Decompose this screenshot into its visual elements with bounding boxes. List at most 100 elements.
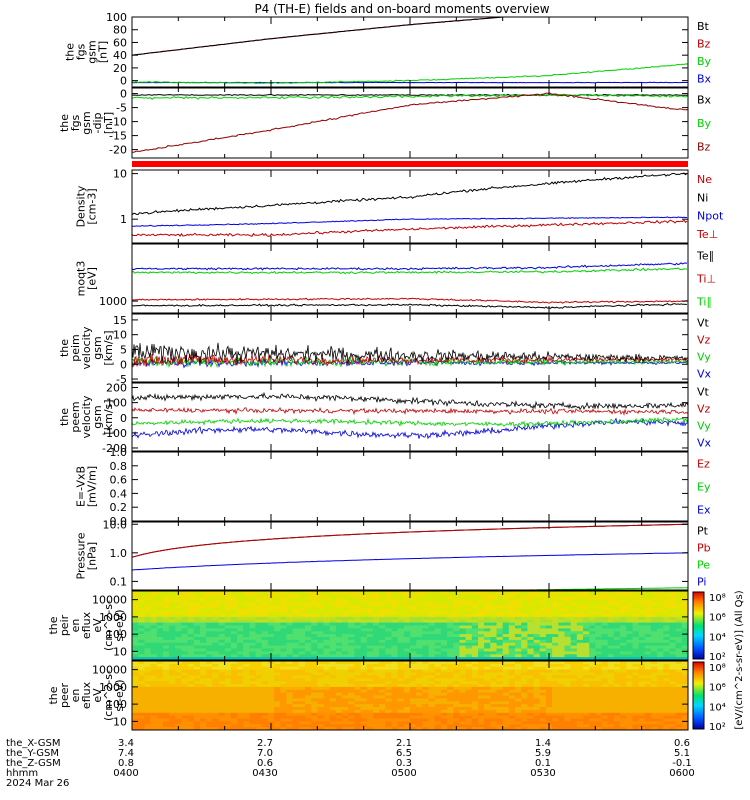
spectrogram-cell (527, 611, 535, 615)
spectrogram-cell (422, 669, 430, 674)
spectrogram-cell (292, 684, 300, 688)
spectrogram-cell (348, 684, 355, 688)
xaxis-value: 5.9 (535, 748, 551, 759)
ytick-label: 10 (113, 329, 127, 342)
spectrogram-cell (607, 689, 615, 694)
ylabel-line: fgs (69, 114, 82, 131)
spectrogram-cell (162, 666, 170, 671)
spectrogram-cell (274, 596, 281, 601)
spectrogram-cell (663, 704, 671, 708)
spectrogram-cell (274, 704, 281, 708)
spectrogram-cell (175, 704, 182, 708)
spectrogram-cell (459, 602, 467, 606)
spectrogram-cell (478, 645, 485, 650)
spectrogram-cell (428, 669, 436, 674)
spectrogram-cell (261, 718, 269, 722)
spectrogram-cell (484, 701, 491, 705)
spectrogram-cell (521, 614, 528, 618)
spectrogram-cell (471, 709, 479, 714)
spectrogram-cell (311, 654, 318, 658)
spectrogram-cell (280, 709, 288, 714)
spectrogram-cell (144, 709, 152, 714)
spectrogram-cell (372, 602, 380, 606)
spectrogram-cell (545, 698, 553, 702)
spectrogram-cell (298, 715, 306, 720)
spectrogram-cell (267, 602, 275, 606)
spectrogram-cell (422, 724, 430, 728)
spectrogram-cell (218, 631, 226, 635)
spectrogram-cell (484, 654, 491, 658)
spectrogram-cell (552, 591, 559, 595)
spectrogram-cell (150, 666, 158, 671)
spectrogram-cell (286, 701, 294, 705)
spectrogram-cell (650, 599, 658, 604)
spectrogram-cell (552, 692, 559, 697)
spectrogram-cell (539, 631, 547, 635)
spectrogram-cell (508, 721, 516, 725)
spectrogram-cell (132, 698, 139, 702)
spectrogram-cell (280, 672, 288, 676)
spectrogram-cell (583, 599, 590, 604)
spectrogram-cell (138, 642, 145, 647)
spectrogram-cell (212, 591, 220, 595)
spectrogram-cell (539, 599, 547, 604)
spectrogram-cell (230, 701, 238, 705)
spectrogram-cell (286, 625, 294, 629)
spectrogram-cell (298, 596, 306, 601)
spectrogram-cell (502, 672, 510, 676)
spectrogram-cell (286, 689, 294, 694)
spectrogram-cell (589, 651, 596, 655)
spectrogram-cell (267, 625, 275, 629)
spectrogram-cell (372, 681, 380, 685)
spectrogram-cell (478, 596, 485, 601)
spectrogram-cell (638, 715, 646, 720)
spectrogram-cell (657, 596, 664, 601)
spectrogram-cell (515, 707, 522, 711)
spectrogram-cell (564, 593, 572, 598)
spectrogram-cell (397, 709, 405, 714)
spectrogram-cell (385, 657, 393, 660)
spectrogram-cell (193, 718, 201, 722)
spectrogram-cell (342, 648, 349, 652)
spectrogram-cell (274, 614, 281, 618)
spectrogram-cell (663, 695, 671, 699)
spectrogram-cell (527, 661, 535, 665)
spectrogram-cell (539, 692, 547, 697)
ylabel-line: [nT] (102, 112, 115, 134)
spectrogram-cell (681, 642, 688, 647)
spectrogram-cell (169, 704, 176, 708)
spectrogram-cell (440, 657, 448, 660)
series-Ni (132, 172, 688, 216)
spectrogram-cell (607, 605, 615, 609)
spectrogram-cell (515, 689, 522, 694)
spectrogram-cell (366, 695, 374, 699)
spectrogram-cell (434, 642, 442, 647)
spectrogram-cell (335, 622, 343, 627)
spectrogram-cell (589, 681, 596, 685)
spectrogram-cell (502, 698, 510, 702)
spectrogram-cell (447, 704, 454, 708)
spectrogram-cell (570, 634, 578, 638)
spectrogram-cell (434, 721, 442, 725)
spectrogram-cell (249, 661, 257, 665)
spectrogram-cell (230, 642, 238, 647)
spectrogram-cell (366, 727, 374, 730)
spectrogram-cell (311, 715, 318, 720)
spectrogram-cell (620, 642, 627, 647)
spectrogram-cell (305, 663, 312, 668)
spectrogram-cell (478, 721, 485, 725)
spectrogram-cell (298, 619, 306, 624)
spectrogram-cell (348, 672, 355, 676)
spectrogram-cell (187, 715, 195, 720)
ytick-label: 100 (106, 397, 127, 410)
spectrogram-cell (132, 593, 139, 598)
spectrogram-cell (224, 712, 232, 717)
ytick-label: 0.4 (110, 487, 128, 500)
spectrogram-cell (613, 698, 621, 702)
spectrogram-cell (657, 639, 664, 644)
spectrogram-cell (478, 608, 485, 612)
spectrogram-cell (348, 654, 355, 658)
spectrogram-cell (150, 678, 158, 682)
spectrogram-cell (595, 672, 603, 676)
spectrogram-cell (391, 616, 399, 621)
